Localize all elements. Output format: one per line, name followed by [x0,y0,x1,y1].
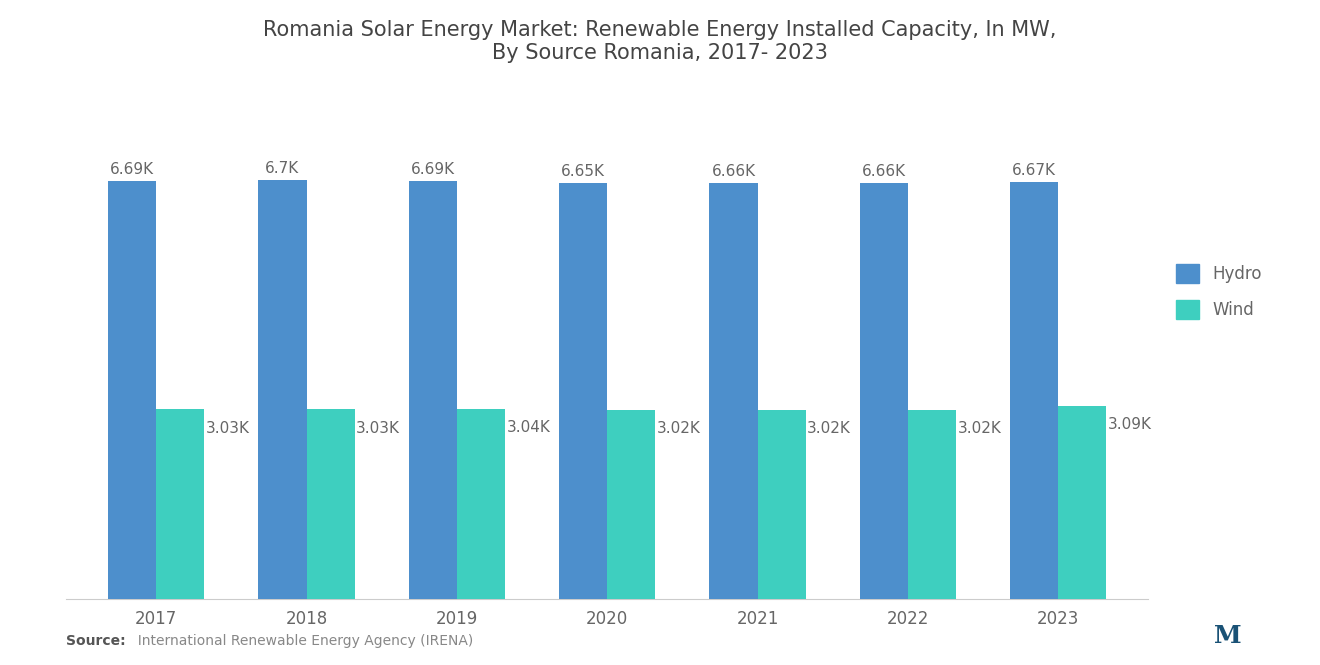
Text: 3.02K: 3.02K [957,421,1002,436]
Bar [1010,182,1059,598]
Text: 6.69K: 6.69K [110,162,154,177]
Bar [409,181,457,598]
Bar [108,181,156,598]
Text: 6.66K: 6.66K [711,164,755,179]
Bar [709,183,758,598]
Text: International Renewable Energy Agency (IRENA): International Renewable Energy Agency (I… [129,634,474,648]
Text: 6.67K: 6.67K [1012,163,1056,178]
Bar [259,180,306,598]
Bar [560,184,607,598]
Text: 3.09K: 3.09K [1107,417,1152,432]
Bar [908,410,956,598]
Text: Source:: Source: [66,634,125,648]
Text: 3.03K: 3.03K [356,420,400,436]
Bar [607,410,655,598]
Bar [859,183,908,598]
Text: 6.65K: 6.65K [561,164,605,180]
Text: 3.02K: 3.02K [807,421,851,436]
Text: 3.03K: 3.03K [206,420,249,436]
Bar [758,410,805,598]
Text: Romania Solar Energy Market: Renewable Energy Installed Capacity, In MW,
By Sour: Romania Solar Energy Market: Renewable E… [263,20,1057,63]
Text: 6.7K: 6.7K [265,162,300,176]
Text: 3.02K: 3.02K [657,421,701,436]
Legend: Hydro, Wind: Hydro, Wind [1168,255,1270,327]
Text: 6.69K: 6.69K [411,162,455,177]
Bar [306,409,355,598]
Text: M: M [1214,624,1241,648]
Bar [156,409,205,598]
Text: 6.66K: 6.66K [862,164,906,179]
Bar [457,409,506,598]
Bar [1059,406,1106,598]
Text: 3.04K: 3.04K [507,420,550,435]
